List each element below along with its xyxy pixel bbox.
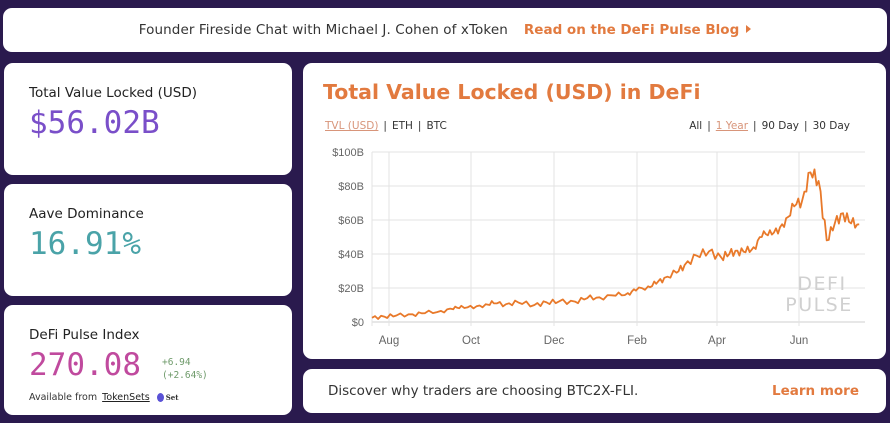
y-tick-40b: $40B (338, 249, 364, 261)
separator: | (417, 120, 422, 132)
y-tick-60b: $60B (338, 215, 364, 227)
y-tick-100b: $100B (332, 147, 364, 159)
caret-right-icon (746, 25, 752, 33)
x-tick-apr: Apr (708, 335, 726, 347)
x-tick-aug: Aug (379, 335, 399, 347)
promo-message: Discover why traders are choosing BTC2X-… (328, 383, 639, 399)
range-toggles: All | 1 Year | 90 Day | 30 Day (689, 120, 850, 132)
banner-message: Founder Fireside Chat with Michael J. Co… (138, 22, 508, 38)
x-tick-jun: Jun (790, 335, 809, 347)
available-from-label: Available from (29, 392, 98, 403)
separator: | (753, 120, 757, 132)
y-axis-labels: $100B $80B $60B $40B $20B $0 (332, 147, 364, 329)
separator: | (804, 120, 808, 132)
tvl-value: $56.02B (29, 105, 160, 141)
dpi-availability: Available from TokenSets Set (29, 392, 178, 403)
tvl-line-chart[interactable]: $100B $80B $60B $40B $20B $0 Aug Oct Dec… (303, 63, 886, 359)
watermark-line-1: DEFI (797, 273, 846, 295)
tvl-series-line (371, 168, 860, 320)
promo-banner: Discover why traders are choosing BTC2X-… (303, 369, 886, 413)
x-axis-labels: Aug Oct Dec Feb Apr Jun (379, 335, 809, 347)
tvl-chart-card: Total Value Locked (USD) in DeFi TVL (US… (303, 63, 886, 359)
dpi-label: DeFi Pulse Index (29, 327, 140, 343)
tokensets-link[interactable]: TokenSets (102, 392, 150, 403)
toggle-eth[interactable]: ETH (391, 120, 413, 132)
range-30-day[interactable]: 30 Day (812, 120, 850, 132)
defi-pulse-index-card: DeFi Pulse Index 270.08 +6.94 (+2.64%) A… (4, 305, 292, 415)
dpi-change-abs: +6.94 (162, 357, 191, 368)
x-tick-dec: Dec (544, 335, 565, 347)
y-tick-20b: $20B (338, 283, 364, 295)
x-tick-feb: Feb (627, 335, 647, 347)
blog-link[interactable]: Read on the DeFi Pulse Blog (523, 22, 752, 38)
defi-pulse-watermark: DEFI PULSE (785, 273, 853, 316)
dpi-value: 270.08 (29, 347, 141, 383)
metric-toggles: TVL (USD) | ETH | BTC (325, 120, 447, 132)
set-logo-icon (156, 393, 164, 402)
dpi-change: +6.94 (+2.64%) (162, 356, 208, 382)
separator: | (707, 120, 711, 132)
learn-more-link[interactable]: Learn more (772, 383, 859, 399)
tvl-label: Total Value Locked (USD) (29, 85, 198, 101)
set-logo[interactable]: Set (156, 393, 179, 402)
toggle-btc[interactable]: BTC (426, 120, 447, 132)
chart-title: Total Value Locked (USD) in DeFi (323, 80, 701, 104)
x-gridlines (371, 152, 800, 326)
separator: | (383, 120, 387, 132)
announcement-banner: Founder Fireside Chat with Michael J. Co… (3, 8, 887, 52)
aave-dominance-card: Aave Dominance 16.91% (4, 184, 292, 296)
aave-dominance-label: Aave Dominance (29, 206, 144, 222)
y-tick-0: $0 (352, 317, 364, 329)
x-tick-oct: Oct (462, 335, 481, 347)
blog-link-label: Read on the DeFi Pulse Blog (523, 22, 740, 38)
range-1-year[interactable]: 1 Year (715, 120, 749, 132)
y-tick-80b: $80B (338, 181, 364, 193)
tvl-stat-card: Total Value Locked (USD) $56.02B (4, 63, 292, 175)
watermark-line-2: PULSE (785, 294, 853, 316)
aave-dominance-value: 16.91% (29, 226, 141, 262)
range-90-day[interactable]: 90 Day (761, 120, 800, 132)
dpi-change-pct: (+2.64%) (162, 370, 208, 381)
toggle-tvl-usd[interactable]: TVL (USD) (325, 120, 379, 132)
y-gridlines (372, 151, 865, 323)
range-all[interactable]: All (689, 120, 703, 132)
set-logo-text: Set (165, 393, 179, 402)
